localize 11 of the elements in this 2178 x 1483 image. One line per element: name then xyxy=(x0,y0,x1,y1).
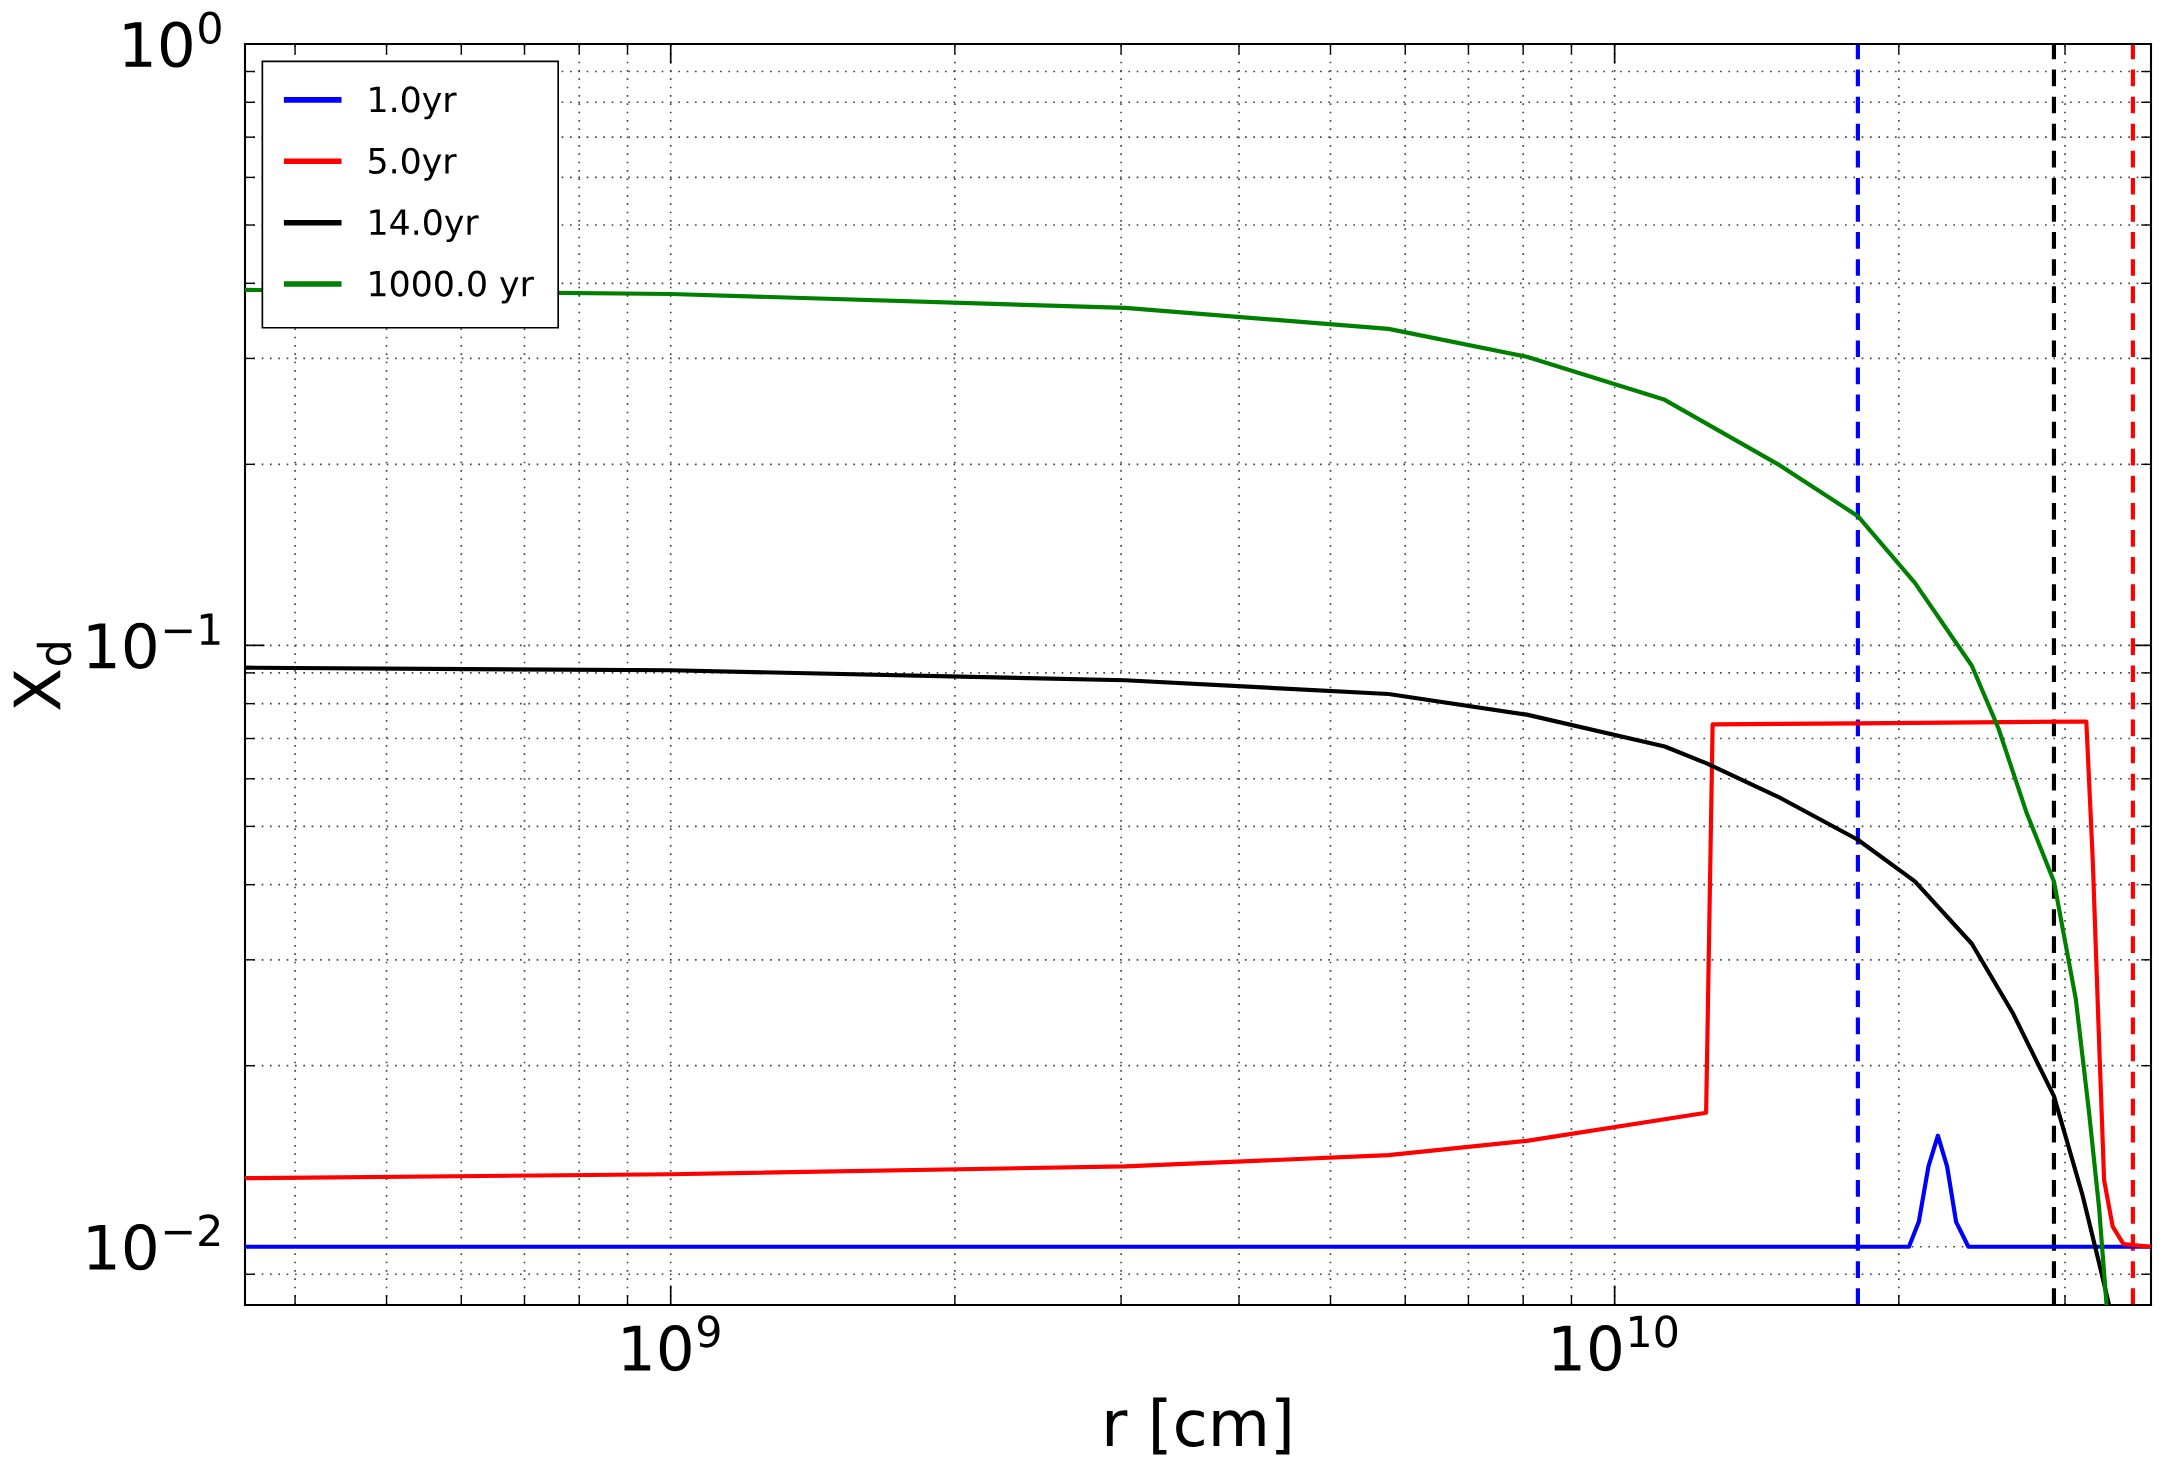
x-tick-label: 10$^{9}$ xyxy=(623,1315,720,1372)
x-tick-label: 10$^{10}$ xyxy=(1553,1315,1678,1372)
legend-label: 5.0yr xyxy=(369,147,457,181)
legend-label: 1.0yr xyxy=(370,86,457,120)
y-tick-label: 10$^{−2}$ xyxy=(88,1214,220,1271)
legend-label: 1000.0 yr xyxy=(370,270,534,304)
legend-label: 14.0yr xyxy=(370,209,479,243)
x-axis-title: r [cm] xyxy=(1106,1397,1290,1455)
y-tick-label: 10$^{0}$ xyxy=(124,11,221,68)
y-axis-title: X$_{d}$ xyxy=(13,643,72,710)
y-tick-label: 10$^{−1}$ xyxy=(88,613,220,670)
